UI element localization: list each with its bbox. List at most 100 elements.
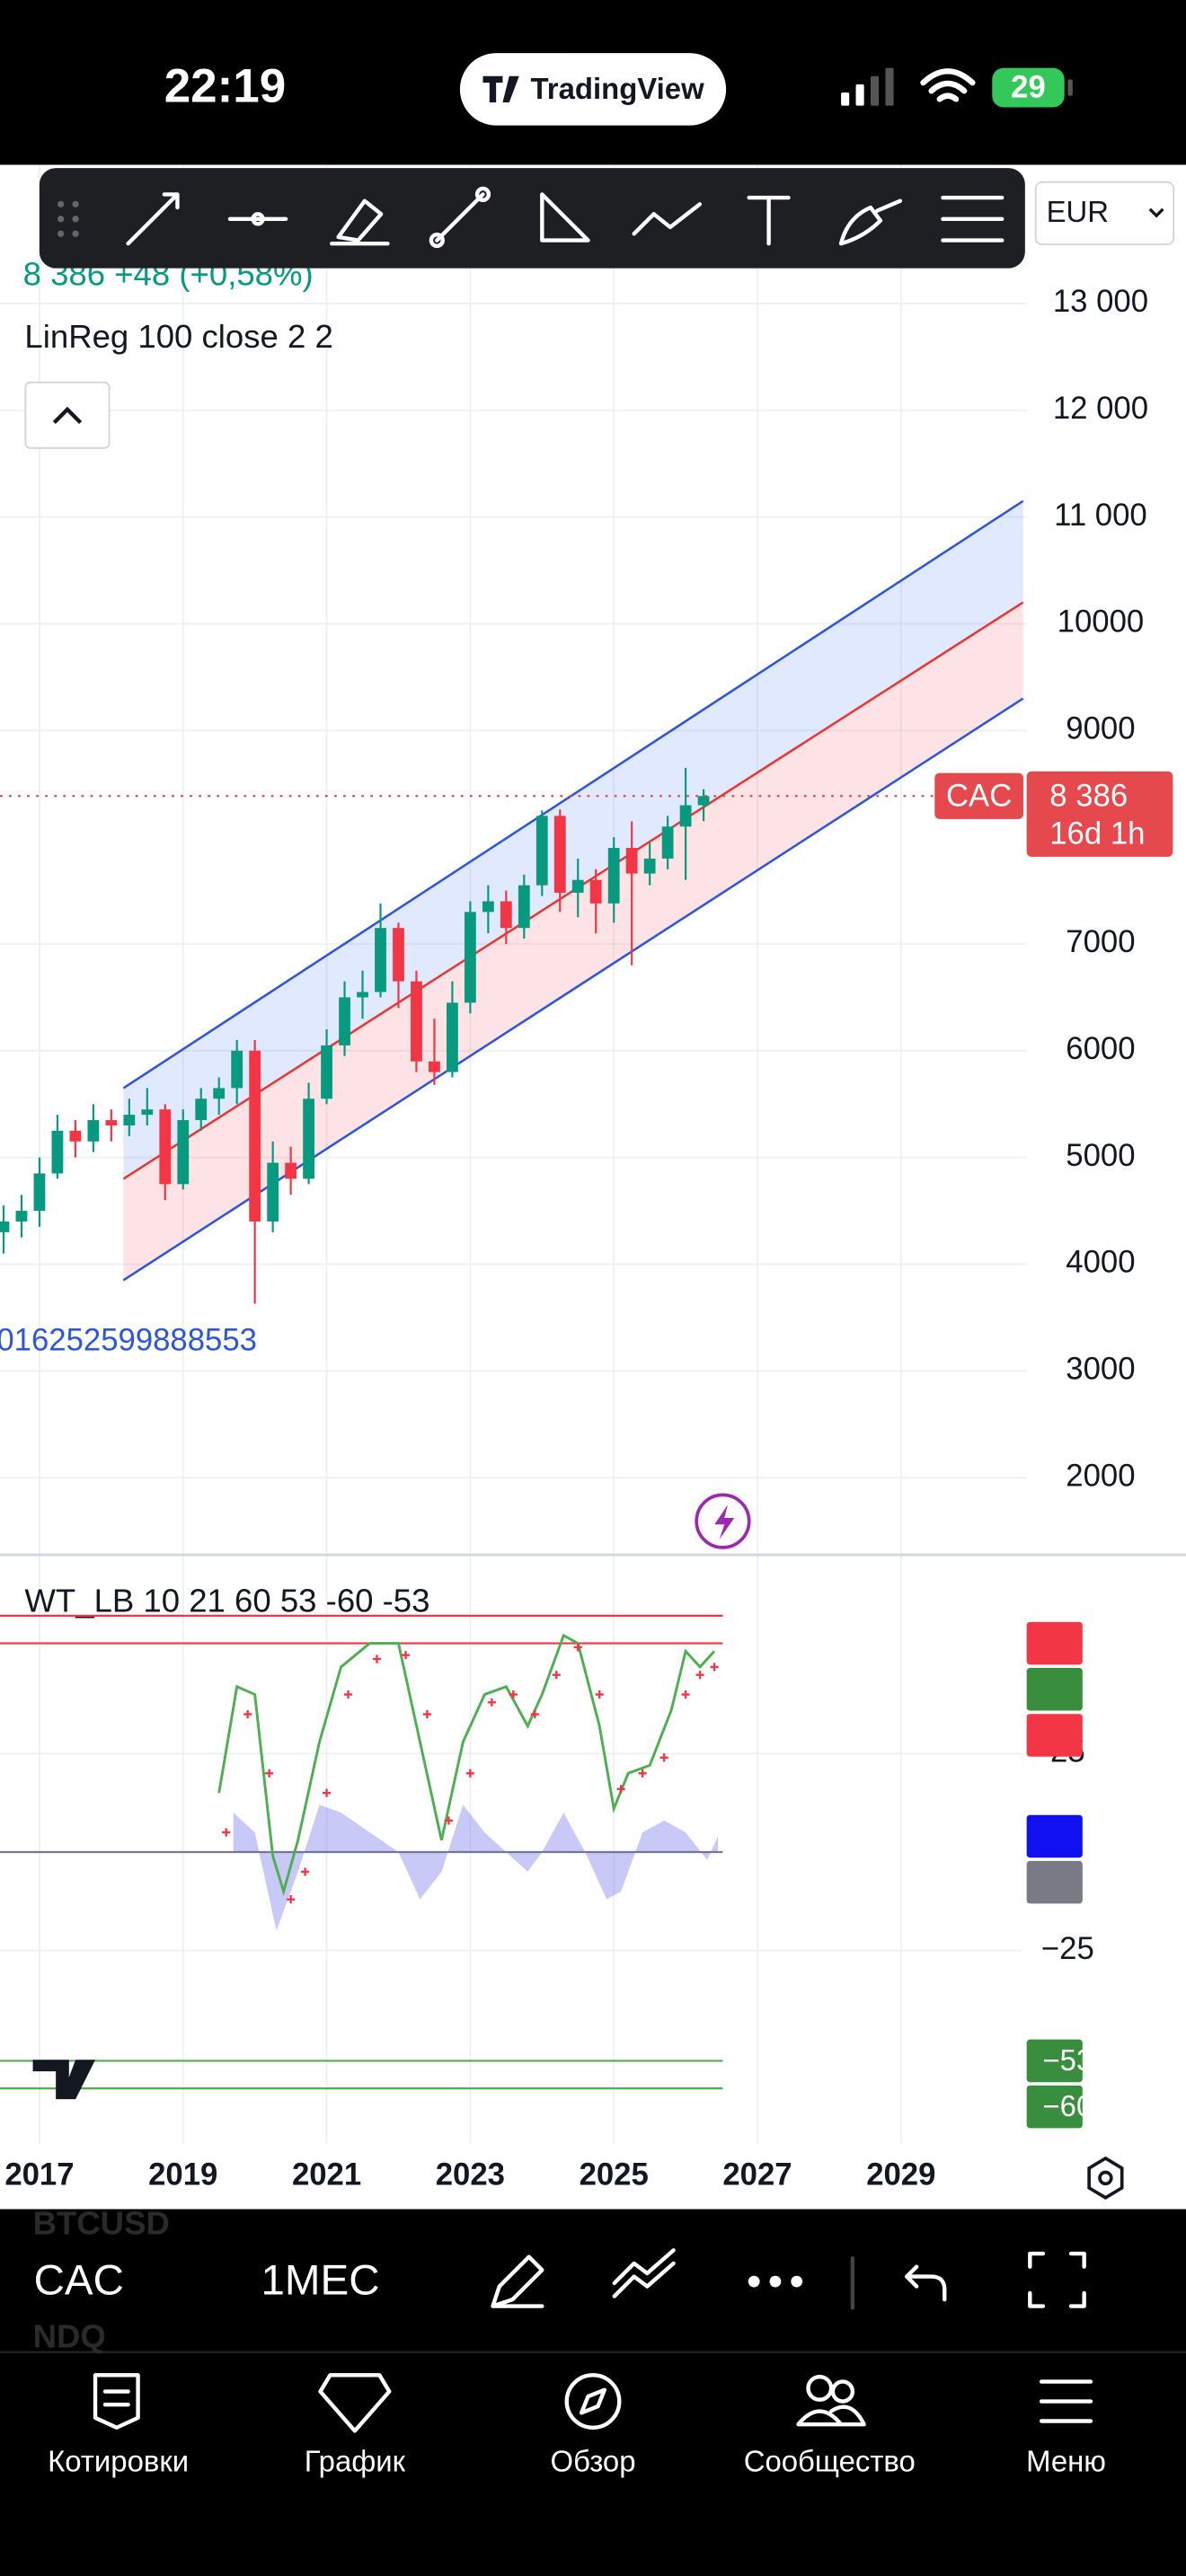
brush2-tool[interactable] xyxy=(838,198,903,246)
app-pill[interactable] xyxy=(459,53,727,126)
x-tick-label: 2019 xyxy=(148,2157,217,2192)
angle-tool[interactable] xyxy=(540,192,590,243)
signal-cross xyxy=(710,1663,719,1672)
settings-dot xyxy=(1098,2170,1113,2186)
undo-button[interactable] xyxy=(905,2264,947,2302)
value-badge-label: −53 xyxy=(1042,2043,1093,2077)
candle-body xyxy=(105,1120,118,1126)
currency: EUR xyxy=(1047,195,1109,228)
candle-body xyxy=(195,1098,208,1121)
signal xyxy=(841,67,894,106)
value-badge xyxy=(1026,1814,1083,1858)
drawing-toolbar xyxy=(39,168,1025,269)
battery xyxy=(992,67,1065,108)
candle-body xyxy=(285,1162,297,1179)
signal-cross xyxy=(465,1769,474,1778)
candle-body xyxy=(464,912,476,1003)
interval-button[interactable]: 1МЕС xyxy=(261,2256,380,2304)
tab[interactable]: Меню xyxy=(1026,2445,1106,2478)
app-name: TradingView xyxy=(531,72,705,105)
currency-select[interactable] xyxy=(1034,181,1175,246)
candle-body xyxy=(213,1088,226,1099)
axes: 2017 2019 2021 2023 2025 2027 2029 2000 3000 4000… xyxy=(4,285,1173,2192)
battery-level: 29 xyxy=(1011,71,1046,105)
y-tick-label: −25 xyxy=(1041,1932,1094,1966)
candle-body xyxy=(607,848,620,904)
dropdown-icon xyxy=(1148,207,1164,218)
indicator-legend[interactable]: LinReg 100 close 2 2 xyxy=(24,318,332,355)
candle-body xyxy=(447,1002,458,1072)
path-tool[interactable] xyxy=(632,202,703,236)
plot xyxy=(0,1614,723,2090)
signal-cross xyxy=(287,1895,296,1904)
countdown: 16d 1h xyxy=(1049,816,1145,851)
signal-cross xyxy=(243,1709,252,1719)
value-badge xyxy=(1026,2085,1083,2129)
text-tool[interactable] xyxy=(747,195,791,246)
tab-icon xyxy=(93,2373,140,2430)
fullscreen-button[interactable] xyxy=(1028,2251,1086,2308)
candle-body xyxy=(0,1221,10,1232)
histogram-area xyxy=(233,1804,719,1931)
price-pane xyxy=(0,164,1027,2144)
x-tick-label: 2023 xyxy=(436,2157,505,2192)
chevron-icon xyxy=(52,406,83,425)
candle-body xyxy=(518,885,530,929)
signal-cross xyxy=(552,1671,561,1680)
candle-body xyxy=(339,997,350,1045)
tab-icon xyxy=(796,2404,866,2427)
candle-body xyxy=(375,928,386,992)
settings-button[interactable] xyxy=(1087,2156,1124,2200)
brush-tool[interactable] xyxy=(330,198,390,246)
signal-cross xyxy=(323,1788,332,1797)
trendline-tool[interactable] xyxy=(435,192,485,243)
bottom-bar xyxy=(0,2209,1186,2576)
indicators-button[interactable] xyxy=(612,2248,676,2298)
value-badge xyxy=(1026,1860,1083,1904)
tv-watermark xyxy=(32,2060,96,2100)
tab-icon xyxy=(318,2373,392,2433)
signal-cross xyxy=(265,1769,274,1778)
collapse-button[interactable] xyxy=(24,381,111,449)
y-tick-label: 4000 xyxy=(1066,1246,1135,1280)
tab[interactable]: Обзор xyxy=(551,2445,636,2478)
app-logo xyxy=(482,75,519,102)
value-badge xyxy=(1026,1668,1083,1711)
candle-body xyxy=(87,1120,100,1142)
signal-cross xyxy=(530,1709,539,1719)
signal-cross xyxy=(573,1643,582,1652)
channel-lower-fill xyxy=(123,602,1023,1281)
symbol-button[interactable]: CAC xyxy=(34,2256,124,2304)
symbol-label-box xyxy=(934,772,1024,819)
signal-cross xyxy=(681,1690,690,1699)
x-tick-label: 2029 xyxy=(866,2157,935,2192)
draw-button[interactable] xyxy=(491,2254,544,2308)
ghost-symbol: NDQ xyxy=(33,2318,106,2355)
channel-value: 016252599888553 xyxy=(0,1324,257,1358)
more-button[interactable] xyxy=(748,2275,803,2288)
y-tick-label: 13 000 xyxy=(1053,285,1148,319)
tab[interactable]: Сообщество xyxy=(744,2445,916,2478)
candle-body xyxy=(500,901,512,929)
candle-body xyxy=(123,1115,136,1126)
more-tools[interactable] xyxy=(941,195,1005,243)
tab[interactable]: График xyxy=(305,2445,406,2478)
battery-tip xyxy=(1067,79,1073,96)
drag-handle xyxy=(57,200,79,237)
wifi xyxy=(920,68,976,102)
tab[interactable]: Котировки xyxy=(48,2445,189,2478)
candle-body xyxy=(357,992,368,998)
arrow-tool[interactable] xyxy=(126,192,180,246)
candle-body xyxy=(571,879,584,893)
y-tick-label: 7000 xyxy=(1066,925,1135,959)
alert-icon xyxy=(714,1504,735,1539)
y-tick-label: 2000 xyxy=(1066,1459,1135,1493)
x-tick-label: 2017 xyxy=(4,2157,74,2192)
wave-line xyxy=(217,1633,716,1897)
candle-body xyxy=(429,1061,440,1072)
tab-icon xyxy=(564,2373,622,2430)
candle-body xyxy=(411,981,422,1062)
candle-body xyxy=(661,826,674,859)
candle-body xyxy=(321,1045,332,1099)
candle-body xyxy=(643,858,656,874)
